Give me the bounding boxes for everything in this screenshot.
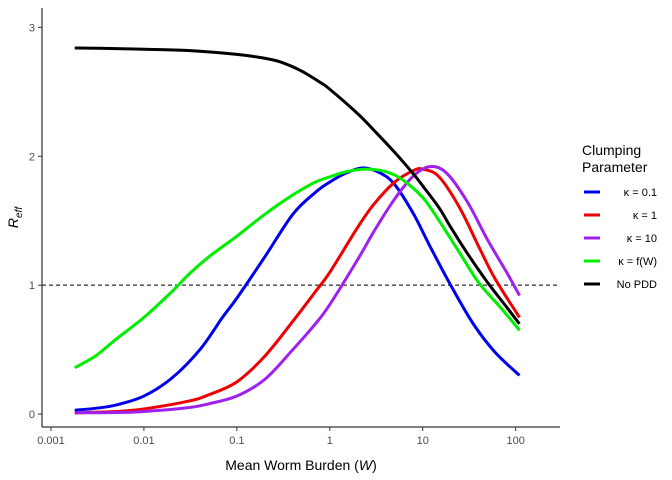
legend-label: κ = f(W) xyxy=(618,256,657,268)
legend-label: κ = 10 xyxy=(627,233,657,245)
x-axis-title-close: ) xyxy=(372,457,377,473)
axes: 0 1 2 3 0.001 0.01 0.1 1 10 100 Mean Worm Burden (… xyxy=(5,8,560,473)
x-axis-title: Mean Worm Burden (W) xyxy=(225,457,376,473)
plot-area xyxy=(42,46,560,415)
x-tick-label: 10 xyxy=(417,435,429,447)
x-axis-title-main: Mean Worm Burden ( xyxy=(225,457,359,473)
series-line-1 xyxy=(74,166,521,412)
legend-item: κ = 0.1 xyxy=(584,187,657,199)
legend-title-line-1: Clumping xyxy=(582,142,641,158)
series-line-4 xyxy=(73,167,521,370)
x-tick-label: 0.01 xyxy=(133,435,154,447)
y-tick-label: 2 xyxy=(29,151,35,163)
x-tick-label: 1 xyxy=(327,435,333,447)
legend-label: κ = 1 xyxy=(633,210,657,222)
legend-item: κ = f(W) xyxy=(584,256,657,268)
legend-title-line-2: Parameter xyxy=(582,159,648,175)
y-axis-title-sub: eff xyxy=(14,206,25,218)
legend-item: κ = 1 xyxy=(584,210,657,222)
x-tick-label: 100 xyxy=(506,435,524,447)
x-tick-label: 0.001 xyxy=(37,435,65,447)
legend-label: No PDD xyxy=(617,279,657,291)
y-tick-label: 3 xyxy=(29,22,35,34)
series-line-2 xyxy=(74,167,521,415)
x-axis-title-var: W xyxy=(359,457,374,473)
series-line-3 xyxy=(74,164,521,415)
legend-item: κ = 10 xyxy=(584,233,657,245)
y-axis-title-main: R xyxy=(5,218,21,228)
legend-label: κ = 0.1 xyxy=(624,187,657,199)
legend-item: No PDD xyxy=(584,279,657,291)
x-tick-label: 0.1 xyxy=(229,435,244,447)
series-line-5 xyxy=(74,46,521,325)
y-axis-title: Reff xyxy=(5,206,25,228)
y-tick-label: 0 xyxy=(29,409,35,421)
y-tick-label: 1 xyxy=(29,280,35,292)
